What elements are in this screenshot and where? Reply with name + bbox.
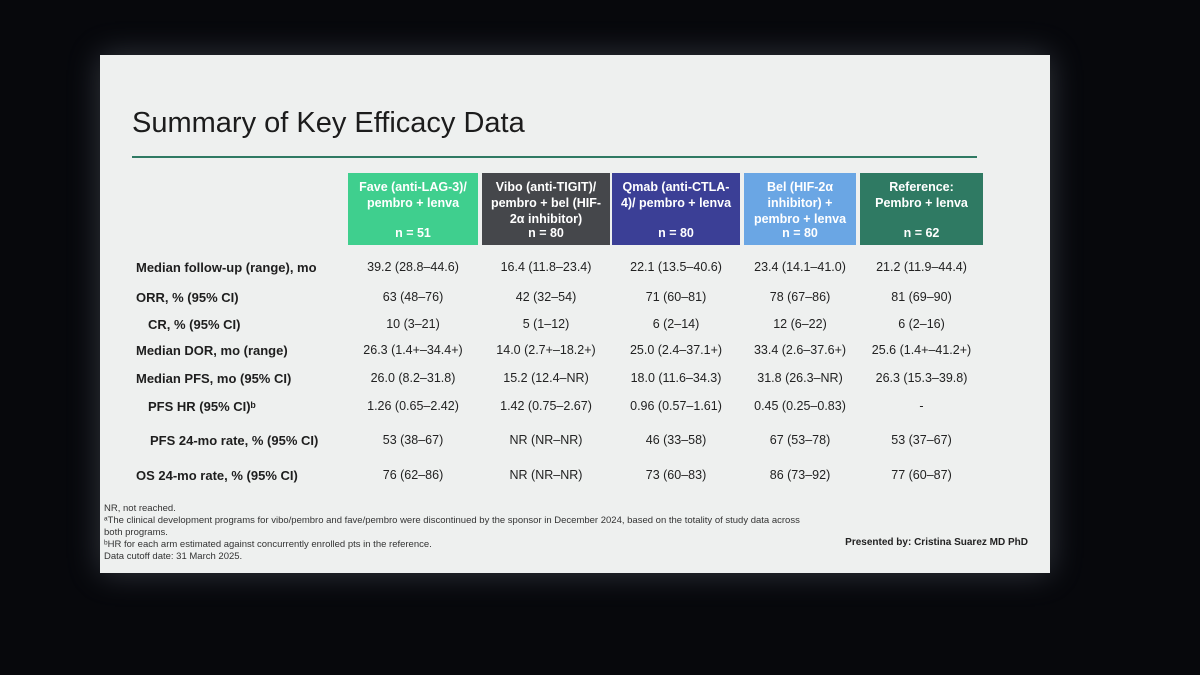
cell: 25.0 (2.4–37.1+) <box>629 343 723 357</box>
cell: 16.4 (11.8–23.4) <box>500 260 592 274</box>
cell: 46 (33–58) <box>645 433 707 447</box>
column-n: n = 80 <box>658 226 694 240</box>
cell: 21.2 (11.9–44.4) <box>876 260 967 274</box>
cell: 6 (2–16) <box>898 317 945 331</box>
cell: 71 (60–81) <box>645 290 707 304</box>
column-label: Reference: Pembro + lenva <box>875 180 968 210</box>
column-label: Vibo (anti-TIGIT)/ pembro + bel (HIF-2α … <box>490 180 602 226</box>
cell: 42 (32–54) <box>515 290 577 304</box>
cell: 76 (62–86) <box>382 468 444 482</box>
cell: 53 (37–67) <box>891 433 952 447</box>
cell: 26.0 (8.2–31.8) <box>370 371 456 385</box>
cell: 0.45 (0.25–0.83) <box>754 399 846 413</box>
cell: 10 (3–21) <box>386 317 440 331</box>
column-n: n = 80 <box>528 226 564 240</box>
title-rule <box>132 156 977 158</box>
column-header: Fave (anti-LAG-3)/ pembro + lenva n = 51 <box>348 173 478 245</box>
cell: 18.0 (11.6–34.3) <box>630 371 722 385</box>
cell: 63 (48–76) <box>382 290 444 304</box>
column-header: Qmab (anti-CTLA-4)/ pembro + lenva n = 80 <box>612 173 740 245</box>
cell: 86 (73–92) <box>769 468 831 482</box>
footnote: ᵇHR for each arm estimated against concu… <box>104 539 432 550</box>
row-label: PFS 24-mo rate, % (95% CI) <box>150 433 319 448</box>
cell: 26.3 (15.3–39.8) <box>875 371 968 385</box>
cell: 15.2 (12.4–NR) <box>503 371 589 385</box>
cell: 26.3 (1.4+–34.4+) <box>363 343 463 357</box>
cell: 25.6 (1.4+–41.2+) <box>871 343 972 357</box>
row-label: CR, % (95% CI) <box>148 317 241 332</box>
row-label: Median DOR, mo (range) <box>136 343 288 358</box>
slide-title: Summary of Key Efficacy Data <box>132 107 525 139</box>
cell: 81 (69–90) <box>891 290 952 304</box>
column-n: n = 62 <box>903 226 940 240</box>
column-header: Bel (HIF-2α inhibitor) + pembro + lenva n… <box>744 173 856 245</box>
slide: Summary of Key Efficacy Data NR, not rea… <box>100 55 1050 573</box>
row-label: ORR, % (95% CI) <box>136 290 239 305</box>
cell: 78 (67–86) <box>769 290 831 304</box>
presenter: Presented by: Cristina Suarez MD PhD <box>845 537 1028 548</box>
cell: 77 (60–87) <box>891 468 952 482</box>
column-label: Qmab (anti-CTLA-4)/ pembro + lenva <box>620 180 732 210</box>
column-header: Vibo (anti-TIGIT)/ pembro + bel (HIF-2α … <box>482 173 610 245</box>
row-label: OS 24-mo rate, % (95% CI) <box>136 468 298 483</box>
footnotes: NR, not reached. ᵃThe clinical developmen… <box>104 503 804 563</box>
cell: 5 (1–12) <box>522 317 570 331</box>
cell: 53 (38–67) <box>382 433 444 447</box>
footnote: ᵃThe clinical development programs for v… <box>104 515 800 538</box>
cell: 39.2 (28.8–44.6) <box>367 260 459 274</box>
row-label: PFS HR (95% CI)ᵇ <box>148 399 256 414</box>
cell: 14.0 (2.7+–18.2+) <box>496 343 596 357</box>
cell: 0.96 (0.57–1.61) <box>630 399 722 413</box>
cell: 6 (2–14) <box>652 317 700 331</box>
column-label: Fave (anti-LAG-3)/ pembro + lenva <box>359 180 467 210</box>
cell: 23.4 (14.1–41.0) <box>754 260 846 274</box>
cell: 1.26 (0.65–2.42) <box>367 399 459 413</box>
cell: 31.8 (26.3–NR) <box>757 371 843 385</box>
footnote: Data cutoff date: 31 March 2025. <box>104 551 243 562</box>
row-label: Median PFS, mo (95% CI) <box>136 371 292 386</box>
cell: 73 (60–83) <box>645 468 707 482</box>
footnote: NR, not reached. <box>104 503 176 514</box>
cell: 33.4 (2.6–37.6+) <box>753 343 847 357</box>
column-n: n = 51 <box>395 226 431 240</box>
cell: 22.1 (13.5–40.6) <box>630 260 722 274</box>
cell: - <box>919 399 924 413</box>
column-label: Bel (HIF-2α inhibitor) + pembro + lenva <box>753 180 847 226</box>
cell: NR (NR–NR) <box>509 433 583 447</box>
column-header: Reference: Pembro + lenva n = 62 <box>860 173 983 245</box>
cell: NR (NR–NR) <box>509 468 583 482</box>
row-label: Median follow-up (range), mo <box>136 260 317 275</box>
cell: 67 (53–78) <box>769 433 831 447</box>
cell: 12 (6–22) <box>773 317 827 331</box>
cell: 1.42 (0.75–2.67) <box>500 399 592 413</box>
column-n: n = 80 <box>782 226 818 240</box>
